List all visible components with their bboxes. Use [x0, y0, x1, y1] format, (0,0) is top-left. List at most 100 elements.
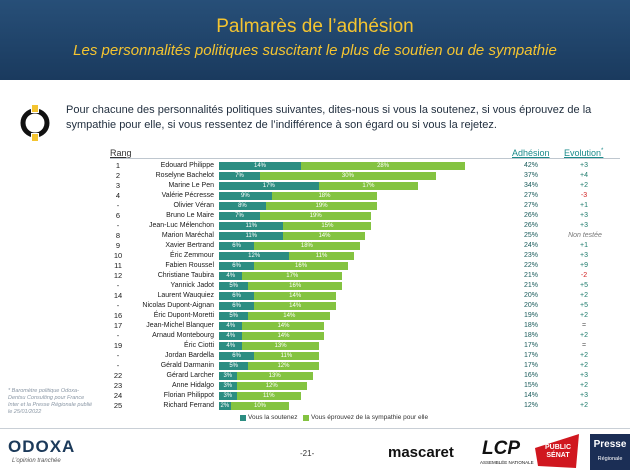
rank-value: 10: [113, 251, 123, 260]
bar-sympathie: 12%: [248, 362, 319, 370]
bar-sympathie: 13%: [242, 342, 319, 350]
adhesion-value: 14%: [523, 392, 538, 399]
politician-name: Laurent Wauquiez: [157, 292, 214, 299]
bar-soutien-label: 5%: [229, 313, 238, 319]
bar-sympathie-label: 14%: [289, 303, 302, 309]
ranking-row: 16 Éric Dupont-Moretti 5% 14% 19% +2: [0, 311, 630, 321]
evolution-value: +2: [580, 292, 588, 299]
bar-soutien-label: 12%: [248, 253, 261, 259]
bar-soutien: 6%: [219, 352, 255, 360]
ranking-row: - Jordan Bardella 6% 11% 17% +2: [0, 351, 630, 361]
politician-name: Edouard Philippe: [160, 162, 214, 169]
politician-name: Anne Hidalgo: [171, 382, 214, 389]
bar-sympathie: 14%: [242, 332, 325, 340]
bar-soutien: 4%: [219, 322, 243, 330]
ranking-row: 14 Laurent Wauquiez 6% 14% 20% +2: [0, 291, 630, 301]
public-senat-logo: PUBLIC SÉNAT: [544, 444, 572, 459]
legend-swatch-soutien: [240, 415, 246, 421]
politician-name: Florian Philippot: [163, 392, 214, 399]
bar-sympathie: 19%: [260, 212, 372, 220]
survey-question: Pour chacune des personnalités politique…: [66, 104, 592, 131]
bar-soutien-label: 11%: [245, 223, 258, 229]
politician-name: Richard Ferrand: [163, 402, 214, 409]
bar-sympathie: 14%: [254, 302, 337, 310]
bar-soutien-label: 6%: [232, 303, 241, 309]
adhesion-value: 24%: [523, 242, 538, 249]
bar-sympathie-label: 10%: [254, 403, 267, 409]
bar-soutien-label: 4%: [226, 273, 236, 279]
bar-soutien-label: 4%: [226, 323, 236, 329]
ranking-row: 9 Xavier Bertrand 6% 18% 24% +1: [0, 241, 630, 251]
bar-soutien: 4%: [219, 342, 243, 350]
adhesion-value: 34%: [523, 182, 538, 189]
bar-sympathie: 11%: [236, 392, 302, 400]
rank-value: 22: [113, 371, 123, 380]
bar-soutien-label: 2%: [220, 403, 230, 409]
bar-soutien: 5%: [219, 362, 249, 370]
rank-value: 14: [113, 291, 123, 300]
adhesion-value: 27%: [523, 202, 538, 209]
rank-value: 2: [115, 171, 121, 180]
bar-sympathie-label: 30%: [341, 173, 354, 179]
presse-regionale-logo: Presse Régionale: [590, 434, 630, 470]
evolution-value: +3: [580, 392, 588, 399]
bar-soutien: 11%: [219, 232, 284, 240]
ranking-row: - Arnaud Montebourg 4% 14% 18% +2: [0, 331, 630, 341]
bar-soutien: 8%: [219, 202, 266, 210]
bar-sympathie-label: 28%: [377, 163, 390, 169]
bar-sympathie: 11%: [289, 252, 354, 260]
legend-label-soutien: Vous la soutenez: [248, 414, 298, 421]
lcp-logo: LCP: [482, 438, 520, 459]
footer-rule: [0, 428, 630, 429]
bar-soutien: 6%: [219, 292, 255, 300]
adhesion-value: 26%: [523, 222, 538, 229]
rank-value: -: [116, 361, 120, 370]
evolution-value: +1: [580, 242, 588, 249]
adhesion-value: 20%: [523, 292, 538, 299]
ranking-row: 11 Fabien Roussel 6% 16% 22% +9: [0, 261, 630, 271]
bar-soutien-label: 9%: [241, 193, 250, 199]
bar-soutien-label: 6%: [232, 263, 241, 269]
adhesion-value: 26%: [523, 212, 538, 219]
bar-soutien-label: 6%: [232, 353, 241, 359]
adhesion-value: 21%: [523, 282, 538, 289]
bar-soutien-label: 6%: [232, 293, 241, 299]
odoxa-logo: ODOXA: [8, 437, 76, 456]
politician-name: Valérie Pécresse: [161, 192, 214, 199]
ranking-row: 12 Christiane Taubira 4% 17% 21% -2: [0, 271, 630, 281]
evolution-value: +2: [580, 382, 588, 389]
politician-name: Gérald Darmanin: [160, 362, 214, 369]
page-number: -21-: [300, 449, 315, 458]
politician-name: Bruno Le Maire: [166, 212, 214, 219]
politician-name: Marion Maréchal: [161, 232, 214, 239]
adhesion-value: 37%: [523, 172, 538, 179]
ranking-row: 8 Marion Maréchal 11% 14% 25% Non testée: [0, 231, 630, 241]
ranking-row: 2 Roselyne Bachelot 7% 30% 37% +4: [0, 171, 630, 181]
bar-soutien: 12%: [219, 252, 290, 260]
bar-sympathie-label: 17%: [286, 273, 299, 279]
bar-soutien: 3%: [219, 382, 237, 390]
evolution-value: =: [581, 342, 587, 349]
ranking-row: 1 Edouard Philippe 14% 28% 42% +3: [0, 161, 630, 171]
bar-soutien: 11%: [219, 222, 284, 230]
adhesion-value: 12%: [523, 402, 538, 409]
rank-value: 8: [115, 231, 121, 240]
bar-soutien: 4%: [219, 332, 243, 340]
legend-swatch-sympathie: [303, 415, 309, 421]
evolution-value: -3: [580, 192, 588, 199]
bar-sympathie: 18%: [271, 192, 378, 200]
bar-sympathie: 13%: [236, 372, 313, 380]
bar-soutien: 4%: [219, 272, 243, 280]
bar-soutien: 3%: [219, 392, 237, 400]
adhesion-value: 17%: [523, 352, 538, 359]
ranking-row: - Olivier Véran 8% 19% 27% +1: [0, 201, 630, 211]
politician-name: Xavier Bertrand: [165, 242, 214, 249]
bar-sympathie-label: 11%: [263, 393, 275, 399]
politician-name: Fabien Roussel: [165, 262, 214, 269]
bar-sympathie: 14%: [283, 232, 366, 240]
bar-sympathie: 12%: [236, 382, 307, 390]
bar-sympathie-label: 12%: [277, 363, 290, 369]
politician-name: Yannick Jadot: [170, 282, 214, 289]
ranking-row: - Yannick Jadot 5% 16% 21% +5: [0, 281, 630, 291]
bar-soutien-label: 3%: [223, 393, 233, 399]
